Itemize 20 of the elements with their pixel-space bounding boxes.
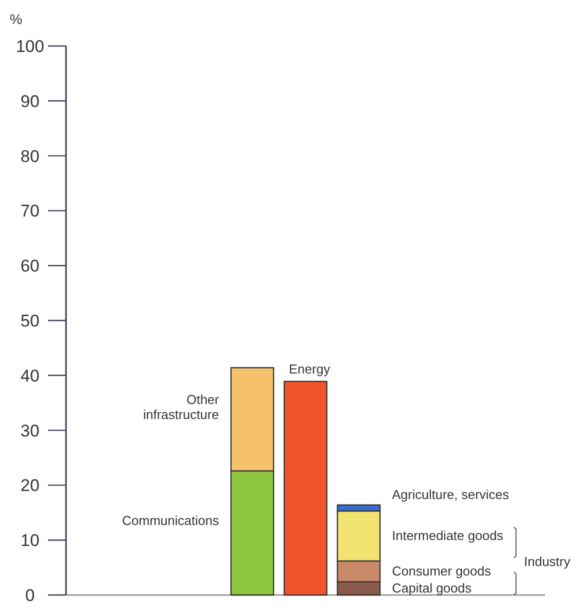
y-tick-label: 80	[20, 146, 40, 166]
y-tick-label: 100	[16, 37, 44, 56]
y-tick-label: 70	[20, 202, 40, 221]
annotation: Industry	[524, 554, 571, 569]
series-label: Communications	[122, 512, 220, 528]
y-tick-label: 20	[20, 476, 40, 496]
series-label: Agriculture, services	[392, 486, 510, 502]
y-tick-label: 0	[25, 586, 35, 605]
series-label: Consumer goods	[392, 563, 492, 578]
series-label: Other infrastructure	[143, 392, 220, 422]
y-tick-label: 10	[20, 531, 40, 550]
y-tick-label: 90	[20, 92, 40, 111]
y-tick-label: 40	[20, 366, 40, 386]
y-axis-title: %	[10, 11, 22, 27]
y-tick-label: 50	[20, 312, 40, 330]
y-tick-label: 60	[20, 256, 40, 276]
series-label: Intermediate goods	[392, 528, 504, 543]
series-label: Capital goods	[392, 580, 472, 596]
y-tick-label: 30	[20, 421, 40, 440]
series-label: Energy	[288, 361, 331, 376]
